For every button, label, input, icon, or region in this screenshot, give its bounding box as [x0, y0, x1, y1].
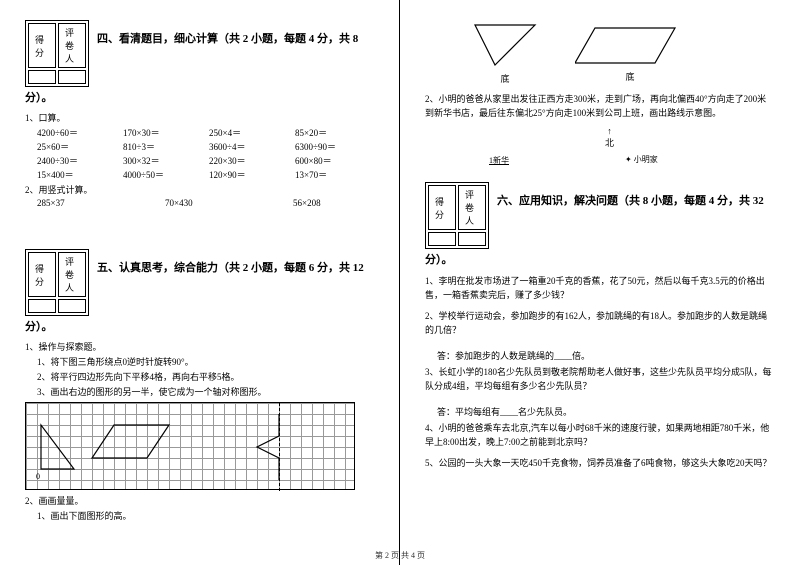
- s6-q4: 4、小明的爸爸乘车去北京,汽车以每小时68千米的速度行驶，如果两地相距780千米…: [425, 422, 775, 449]
- grader-cell: [458, 232, 486, 246]
- s6-q1: 1、李明在批发市场进了一箱重20千克的香蕉，花了50元，然后以每千克3.5元的价…: [425, 275, 775, 302]
- calc: 70×430: [165, 198, 233, 208]
- s5-step: 1、将下图三角形绕点0逆时针旋转90°。: [37, 355, 374, 368]
- score-box-6: 得分评卷人: [425, 182, 489, 249]
- calc: 220×30＝: [209, 154, 277, 167]
- score-label: 得分: [28, 252, 56, 297]
- section-6-head: 得分评卷人 六、应用知识，解决问题（共 8 小题，每题 4 分，共 32 分）。: [425, 182, 775, 267]
- triangle-shape: 底: [465, 20, 545, 85]
- s5-q2-2: 2、小明的爸爸从家里出发往正西方走300米，走到广场，再向北偏西40°方向走了2…: [425, 93, 775, 120]
- section-4-head: 得分评卷人 四、看清题目，细心计算（共 2 小题，每题 4 分，共 8 分）。: [25, 20, 374, 105]
- calc: 56×208: [293, 198, 361, 208]
- calc: 13×70＝: [295, 168, 363, 181]
- calc: 4000÷50＝: [123, 168, 191, 181]
- s6-q3: 3、长虹小学的180名少先队员到敬老院帮助老人做好事，这些少先队员平均分成5队，…: [425, 366, 775, 393]
- calc: 6300÷90＝: [295, 140, 363, 153]
- calc-row: 4200÷60＝ 170×30＝ 250×4＝ 85×20＝: [37, 126, 374, 139]
- calc-row: 285×37 70×430 56×208: [37, 198, 374, 208]
- score-label: 得分: [28, 23, 56, 68]
- grid-shapes-svg: 0: [26, 403, 356, 491]
- svg-text:0: 0: [36, 472, 40, 481]
- calc: 285×37: [37, 198, 105, 208]
- score-box-5: 得分评卷人: [25, 249, 89, 316]
- s6-q2: 2、学校举行运动会，参加跑步的有162人，参加跳绳的有18人。参加跑步的人数是跳…: [425, 310, 775, 337]
- right-column: 底 底 2、小明的爸爸从家里出发往正西方走300米，走到广场，再向北偏西40°方…: [400, 0, 800, 565]
- calc: 2400÷30＝: [37, 154, 105, 167]
- calc: 85×20＝: [295, 126, 363, 139]
- section-6-title-tail: 分）。: [425, 254, 453, 266]
- grader-label: 评卷人: [458, 185, 486, 230]
- s5-q2-sub: 1、画出下面图形的高。: [37, 509, 374, 522]
- score-box-4: 得分评卷人: [25, 20, 89, 87]
- score-cell: [28, 70, 56, 84]
- calc-row: 2400÷30＝ 300×32＝ 220×30＝ 600×80＝: [37, 154, 374, 167]
- grid-diagram: 0: [25, 402, 355, 490]
- bookstore-label: 1新华: [485, 154, 513, 167]
- home-label: 小明家: [625, 154, 658, 165]
- section-5-title: 五、认真思考，综合能力（共 2 小题，每题 6 分，共 12: [97, 262, 364, 274]
- direction-diagram: 北 1新华 小明家: [425, 126, 775, 176]
- calc: 4200÷60＝: [37, 126, 105, 139]
- calc: 170×30＝: [123, 126, 191, 139]
- calc-row: 15×400＝ 4000÷50＝ 120×90＝ 13×70＝: [37, 168, 374, 181]
- page-footer: 第 2 页 共 4 页: [0, 550, 800, 561]
- calc: 120×90＝: [209, 168, 277, 181]
- grader-label: 评卷人: [58, 252, 86, 297]
- calc: 15×400＝: [37, 168, 105, 181]
- calc: 250×4＝: [209, 126, 277, 139]
- s5-q2-label: 2、画画量量。: [25, 494, 374, 507]
- section-4-title: 四、看清题目，细心计算（共 2 小题，每题 4 分，共 8: [97, 33, 358, 45]
- calc-row: 25×60＝ 810÷3＝ 3600÷4＝ 6300÷90＝: [37, 140, 374, 153]
- s5-q1-label: 1、操作与探索题。: [25, 340, 374, 353]
- section-4-title-tail: 分）。: [25, 92, 53, 104]
- section-6-title: 六、应用知识，解决问题（共 8 小题，每题 4 分，共 32: [497, 195, 764, 207]
- left-column: 得分评卷人 四、看清题目，细心计算（共 2 小题，每题 4 分，共 8 分）。 …: [0, 0, 400, 565]
- score-cell: [28, 299, 56, 313]
- grader-cell: [58, 70, 86, 84]
- calc: 3600÷4＝: [209, 140, 277, 153]
- score-label: 得分: [428, 185, 456, 230]
- calc: 810÷3＝: [123, 140, 191, 153]
- section-5-head: 得分评卷人 五、认真思考，综合能力（共 2 小题，每题 6 分，共 12 分）。: [25, 249, 374, 334]
- parallelogram-shape: 底: [575, 23, 685, 83]
- top-shapes: 底 底: [465, 20, 775, 85]
- grader-label: 评卷人: [58, 23, 86, 68]
- tri-base-label: 底: [500, 72, 509, 85]
- calc: 600×80＝: [295, 154, 363, 167]
- section-5-title-tail: 分）。: [25, 321, 53, 333]
- calc: 25×60＝: [37, 140, 105, 153]
- s6-q2-ans: 答：参加跑步的人数是跳绳的____倍。: [437, 349, 775, 362]
- para-base-label: 底: [625, 70, 634, 83]
- s5-step: 2、将平行四边形先向下平移4格，再向右平移5格。: [37, 370, 374, 383]
- home-text: 小明家: [634, 155, 658, 164]
- calc: 300×32＝: [123, 154, 191, 167]
- s6-q5: 5、公园的一头大象一天吃450千克食物，饲养员准备了6吨食物，够这头大象吃20天…: [425, 457, 775, 471]
- s4-q2-label: 2、用竖式计算。: [25, 183, 374, 196]
- grader-cell: [58, 299, 86, 313]
- s5-step: 3、画出右边的图形的另一半，使它成为一个轴对称图形。: [37, 385, 374, 398]
- score-cell: [428, 232, 456, 246]
- s4-q1-label: 1、口算。: [25, 111, 374, 124]
- north-icon: 北: [605, 126, 614, 149]
- s6-q3-ans: 答：平均每组有____名少先队员。: [437, 405, 775, 418]
